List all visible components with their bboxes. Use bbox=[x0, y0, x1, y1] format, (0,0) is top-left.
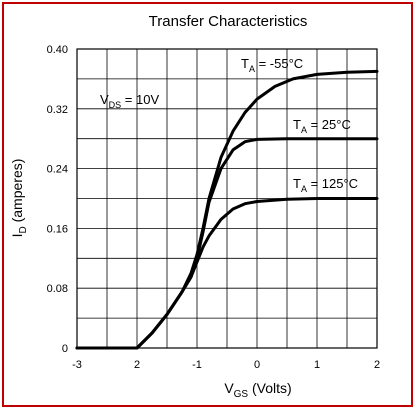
x-axis-label-main: V bbox=[224, 380, 234, 396]
x-tick-label: 2 bbox=[374, 359, 380, 371]
vds-annotation-rest: = 10V bbox=[121, 92, 159, 107]
series-label-rest: = -55°C bbox=[255, 56, 303, 71]
x-axis-label: VGS (Volts) bbox=[224, 380, 291, 400]
y-axis-label-rest: (amperes) bbox=[9, 159, 25, 227]
series-lines bbox=[75, 69, 379, 350]
chart-title: Transfer Characteristics bbox=[149, 13, 308, 30]
x-axis-label-rest: (Volts) bbox=[248, 380, 292, 396]
x-tick-label: 0 bbox=[254, 359, 260, 371]
y-axis-label-sub: D bbox=[18, 226, 29, 233]
x-tick-label: -1 bbox=[192, 359, 202, 371]
series-label-rest: = 25°C bbox=[307, 117, 351, 132]
series-label-rest: = 125°C bbox=[307, 176, 358, 191]
x-tick-label: 2 bbox=[134, 359, 140, 371]
y-tick-label: 0.40 bbox=[47, 44, 68, 56]
y-tick-label: 0.08 bbox=[47, 283, 68, 295]
series-line-2 bbox=[75, 197, 379, 350]
vds-annotation: VDS = 10V bbox=[100, 92, 159, 110]
y-tick-label: 0.32 bbox=[47, 104, 68, 116]
series-label-main: T bbox=[293, 117, 301, 132]
series-label-sub: A bbox=[249, 64, 255, 74]
vds-annotation-main: V bbox=[100, 92, 109, 107]
series-label-0: TA = -55°C bbox=[241, 56, 303, 74]
series-label-sub: A bbox=[301, 125, 307, 135]
x-axis-ticks: -3 2 -1 0 1 2 bbox=[72, 359, 380, 371]
y-tick-label: 0 bbox=[62, 343, 68, 355]
y-axis-label: ID (amperes) bbox=[9, 159, 29, 238]
y-tick-label: 0.24 bbox=[47, 164, 68, 176]
x-axis-label-sub: GS bbox=[234, 389, 249, 400]
y-axis-label-main: I bbox=[9, 234, 25, 238]
y-axis-ticks: 0 0.08 0.16 0.24 0.32 0.40 bbox=[47, 44, 68, 355]
series-label-sub: A bbox=[301, 184, 307, 194]
x-tick-label: -3 bbox=[72, 359, 82, 371]
vds-annotation-sub: DS bbox=[109, 100, 122, 110]
series-label-main: T bbox=[293, 176, 301, 191]
series-labels: TA = -55°CTA = 25°CTA = 125°C bbox=[241, 56, 358, 194]
series-label-2: TA = 125°C bbox=[293, 176, 358, 194]
series-label-main: T bbox=[241, 56, 249, 71]
y-tick-label: 0.16 bbox=[47, 223, 68, 235]
series-label-1: TA = 25°C bbox=[293, 117, 351, 135]
x-tick-label: 1 bbox=[314, 359, 320, 371]
